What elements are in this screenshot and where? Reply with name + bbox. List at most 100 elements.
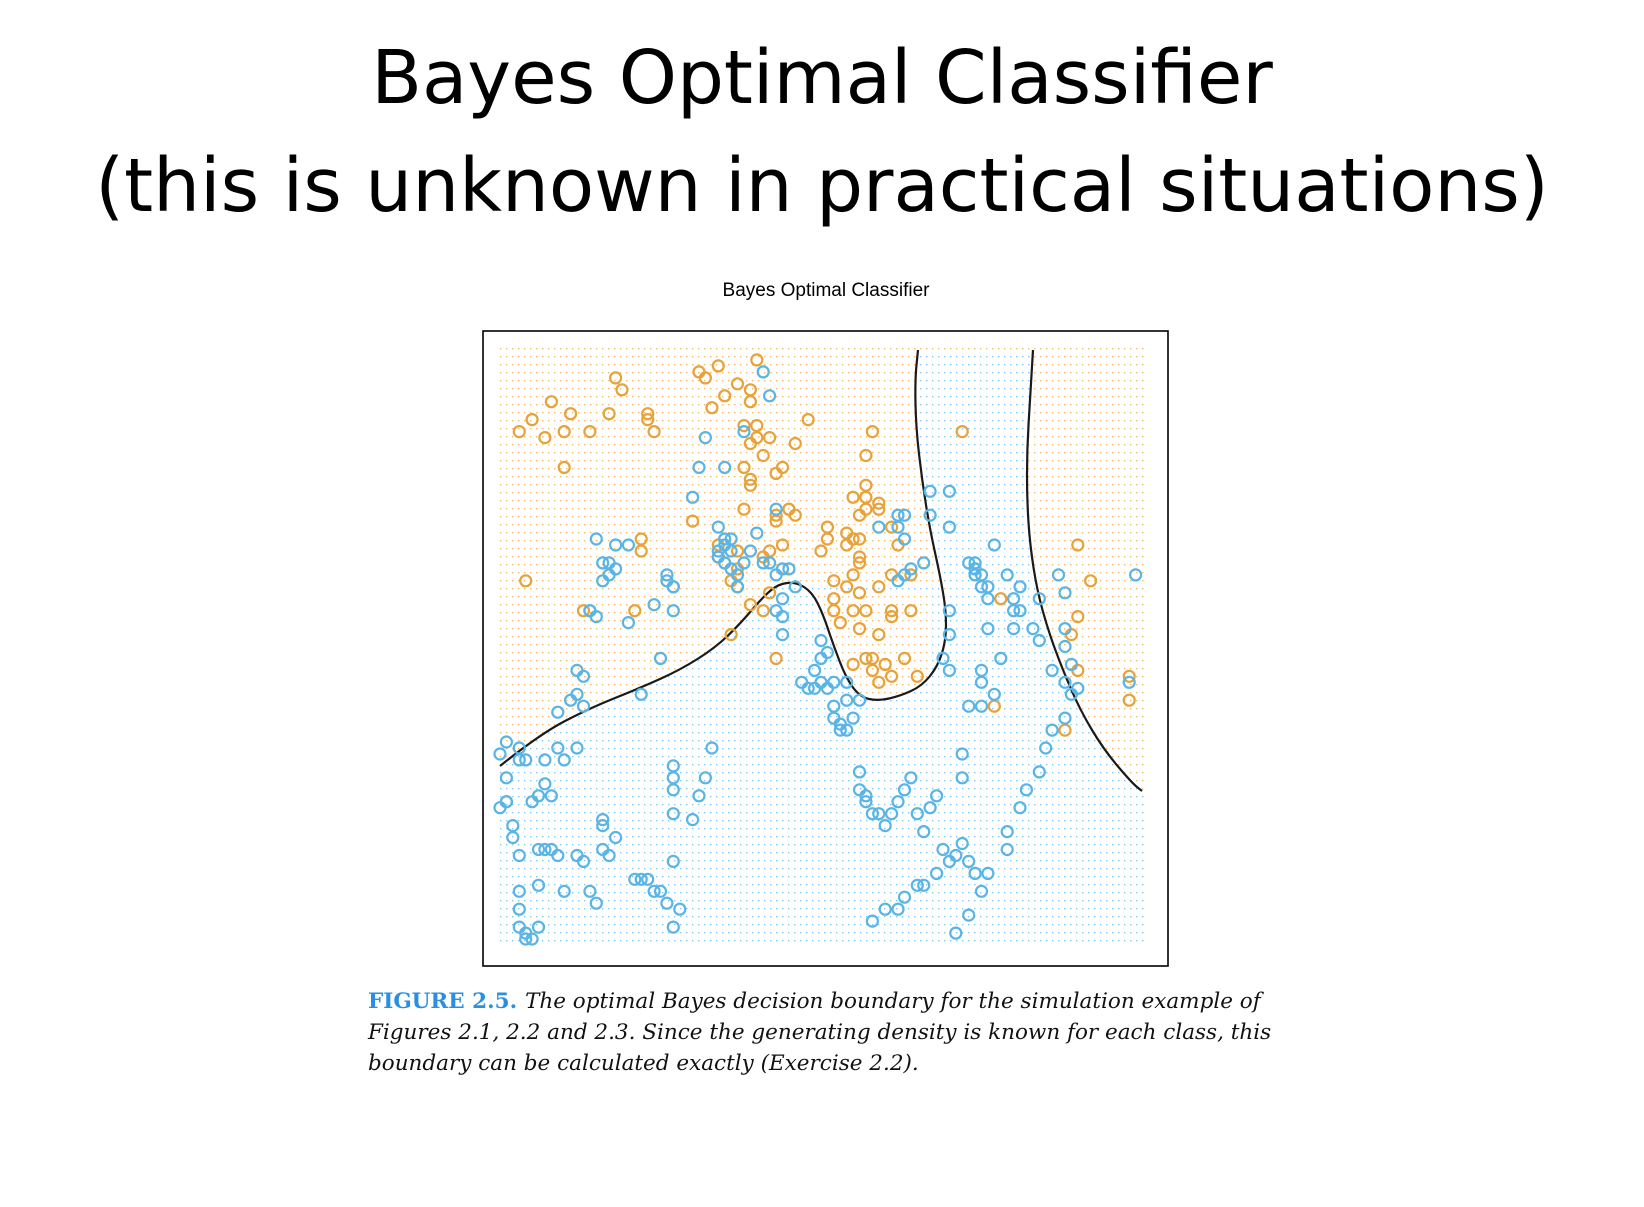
blue-point bbox=[852, 765, 867, 779]
blue-point bbox=[949, 926, 963, 940]
blue-point bbox=[1045, 723, 1059, 737]
orange-point bbox=[865, 425, 880, 439]
blue-point bbox=[840, 675, 854, 689]
blue-point bbox=[660, 896, 674, 910]
orange-point bbox=[872, 496, 886, 510]
blue-point bbox=[955, 771, 969, 785]
orange-point bbox=[1122, 669, 1136, 683]
orange-point bbox=[512, 425, 526, 439]
blue-point bbox=[846, 711, 860, 725]
blue-point bbox=[666, 783, 680, 797]
blue-point bbox=[634, 872, 648, 886]
blue-point bbox=[891, 574, 905, 588]
blue-point bbox=[769, 502, 783, 516]
orange-point bbox=[519, 574, 533, 588]
orange-point bbox=[872, 502, 886, 516]
blue-point bbox=[1000, 568, 1014, 582]
orange-point bbox=[692, 365, 706, 379]
orange-point bbox=[750, 419, 764, 433]
figure-caption: FIGURE 2.5. The optimal Bayes decision bo… bbox=[368, 986, 1288, 1079]
blue-point bbox=[641, 872, 655, 886]
orange-point bbox=[525, 413, 539, 427]
orange-point bbox=[557, 460, 571, 474]
orange-point bbox=[705, 401, 719, 415]
blue-point bbox=[968, 866, 982, 881]
blue-point bbox=[685, 490, 700, 504]
blue-point bbox=[865, 914, 880, 928]
blue-point bbox=[840, 693, 854, 707]
blue-point bbox=[596, 556, 610, 570]
blue-point bbox=[942, 520, 957, 534]
blue-point bbox=[1032, 633, 1046, 648]
slide-title-line1: Bayes Optimal Classifier bbox=[371, 35, 1273, 121]
orange-point bbox=[827, 574, 841, 588]
orange-point bbox=[904, 568, 918, 582]
blue-point bbox=[820, 645, 835, 660]
blue-point bbox=[718, 460, 732, 474]
orange-point bbox=[897, 651, 912, 666]
orange-point bbox=[814, 544, 828, 558]
blue-point bbox=[660, 568, 674, 582]
orange-point bbox=[730, 377, 745, 391]
orange-point bbox=[602, 407, 616, 421]
blue-point bbox=[551, 848, 565, 863]
orange-point bbox=[628, 604, 642, 618]
blue-point bbox=[897, 890, 912, 904]
blue-point bbox=[897, 532, 912, 546]
blue-point bbox=[923, 508, 937, 522]
orange-point bbox=[788, 508, 802, 522]
blue-point bbox=[711, 520, 725, 534]
blue-point bbox=[1032, 765, 1046, 779]
orange-point bbox=[730, 544, 745, 558]
blue-point bbox=[602, 848, 616, 863]
blue-point bbox=[833, 723, 847, 737]
blue-point bbox=[506, 818, 520, 833]
blue-point bbox=[981, 621, 995, 636]
blue-point bbox=[1071, 681, 1085, 695]
blue-point bbox=[519, 932, 533, 946]
blue-point bbox=[1122, 675, 1136, 689]
orange-point bbox=[576, 604, 591, 618]
blue-point bbox=[647, 884, 661, 898]
blue-point bbox=[756, 365, 770, 379]
blue-point bbox=[936, 842, 950, 857]
blue-point bbox=[666, 580, 680, 594]
blue-point bbox=[737, 556, 751, 570]
orange-point bbox=[737, 460, 751, 474]
orange-point bbox=[846, 568, 860, 582]
slide-title-line2: (this is unknown in practical situations… bbox=[95, 143, 1549, 229]
blue-point bbox=[891, 795, 905, 809]
orange-point bbox=[775, 460, 790, 474]
dot-grid-background bbox=[500, 348, 1144, 942]
blue-point bbox=[621, 538, 636, 552]
orange-point bbox=[743, 395, 758, 409]
orange-point bbox=[872, 580, 886, 594]
orange-point bbox=[563, 407, 578, 421]
blue-point bbox=[942, 604, 957, 618]
orange-point bbox=[846, 532, 860, 546]
blue-point bbox=[666, 807, 680, 821]
figure-label: FIGURE 2.5. bbox=[368, 989, 518, 1014]
blue-point bbox=[974, 699, 989, 713]
blue-point bbox=[929, 866, 944, 881]
blue-point bbox=[955, 836, 969, 851]
blue-point bbox=[775, 562, 790, 576]
orange-point bbox=[788, 436, 802, 451]
blue-point bbox=[872, 520, 886, 534]
orange-point bbox=[904, 604, 918, 618]
blue-point bbox=[512, 902, 526, 916]
orange-point bbox=[756, 448, 770, 463]
orange-point bbox=[994, 592, 1008, 606]
blue-point bbox=[762, 556, 777, 570]
blue-point bbox=[666, 854, 680, 869]
blue-point bbox=[942, 627, 957, 642]
blue-point bbox=[570, 663, 584, 678]
blue-point bbox=[891, 902, 905, 916]
blue-point bbox=[525, 932, 539, 946]
orange-point bbox=[737, 419, 751, 433]
blue-point bbox=[807, 681, 822, 695]
blue-point bbox=[506, 830, 520, 845]
blue-point bbox=[730, 580, 745, 594]
blue-point bbox=[1013, 604, 1027, 618]
